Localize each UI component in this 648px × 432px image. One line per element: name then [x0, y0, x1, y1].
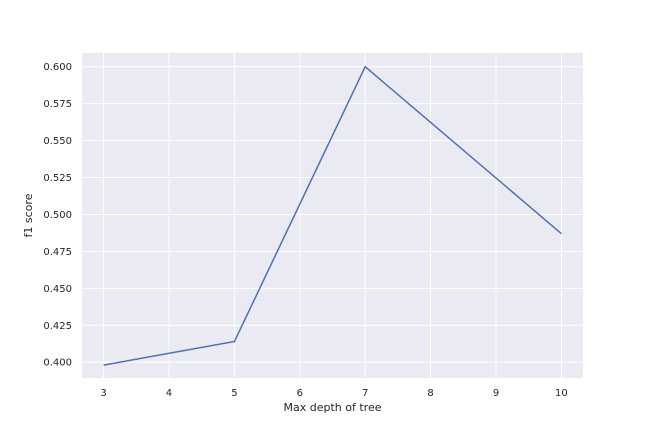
x-tick-label: 5	[231, 388, 237, 399]
x-tick-label: 6	[297, 388, 303, 399]
y-axis-label: f1 score	[22, 193, 35, 237]
y-tick-label: 0.475	[43, 247, 72, 258]
y-tick-label: 0.600	[43, 62, 72, 73]
series-group	[103, 65, 562, 366]
x-tick-label: 10	[555, 388, 568, 399]
x-tick-label: 7	[362, 388, 368, 399]
series-line	[103, 65, 562, 366]
y-axis-ticks: 0.400 0.425 0.450 0.475 0.500 0.525 0.550 0.575…	[43, 62, 72, 368]
y-tick-label: 0.450	[43, 284, 72, 295]
x-tick-label: 9	[493, 388, 499, 399]
y-tick-label: 0.400	[43, 358, 72, 369]
y-tick-label: 0.575	[43, 99, 72, 110]
y-tick-label: 0.525	[43, 173, 72, 184]
x-axis-label: Max depth of tree	[284, 401, 382, 414]
plot-area	[82, 53, 583, 378]
x-tick-label: 3	[100, 388, 106, 399]
x-tick-label: 4	[166, 388, 172, 399]
y-tick-label: 0.425	[43, 321, 72, 332]
x-tick-label: 8	[427, 388, 433, 399]
grid-lines	[82, 53, 583, 378]
x-axis-ticks: 3 4 5 6 7 8 9 10	[100, 388, 567, 399]
y-tick-label: 0.500	[43, 210, 72, 221]
y-tick-label: 0.550	[43, 136, 72, 147]
